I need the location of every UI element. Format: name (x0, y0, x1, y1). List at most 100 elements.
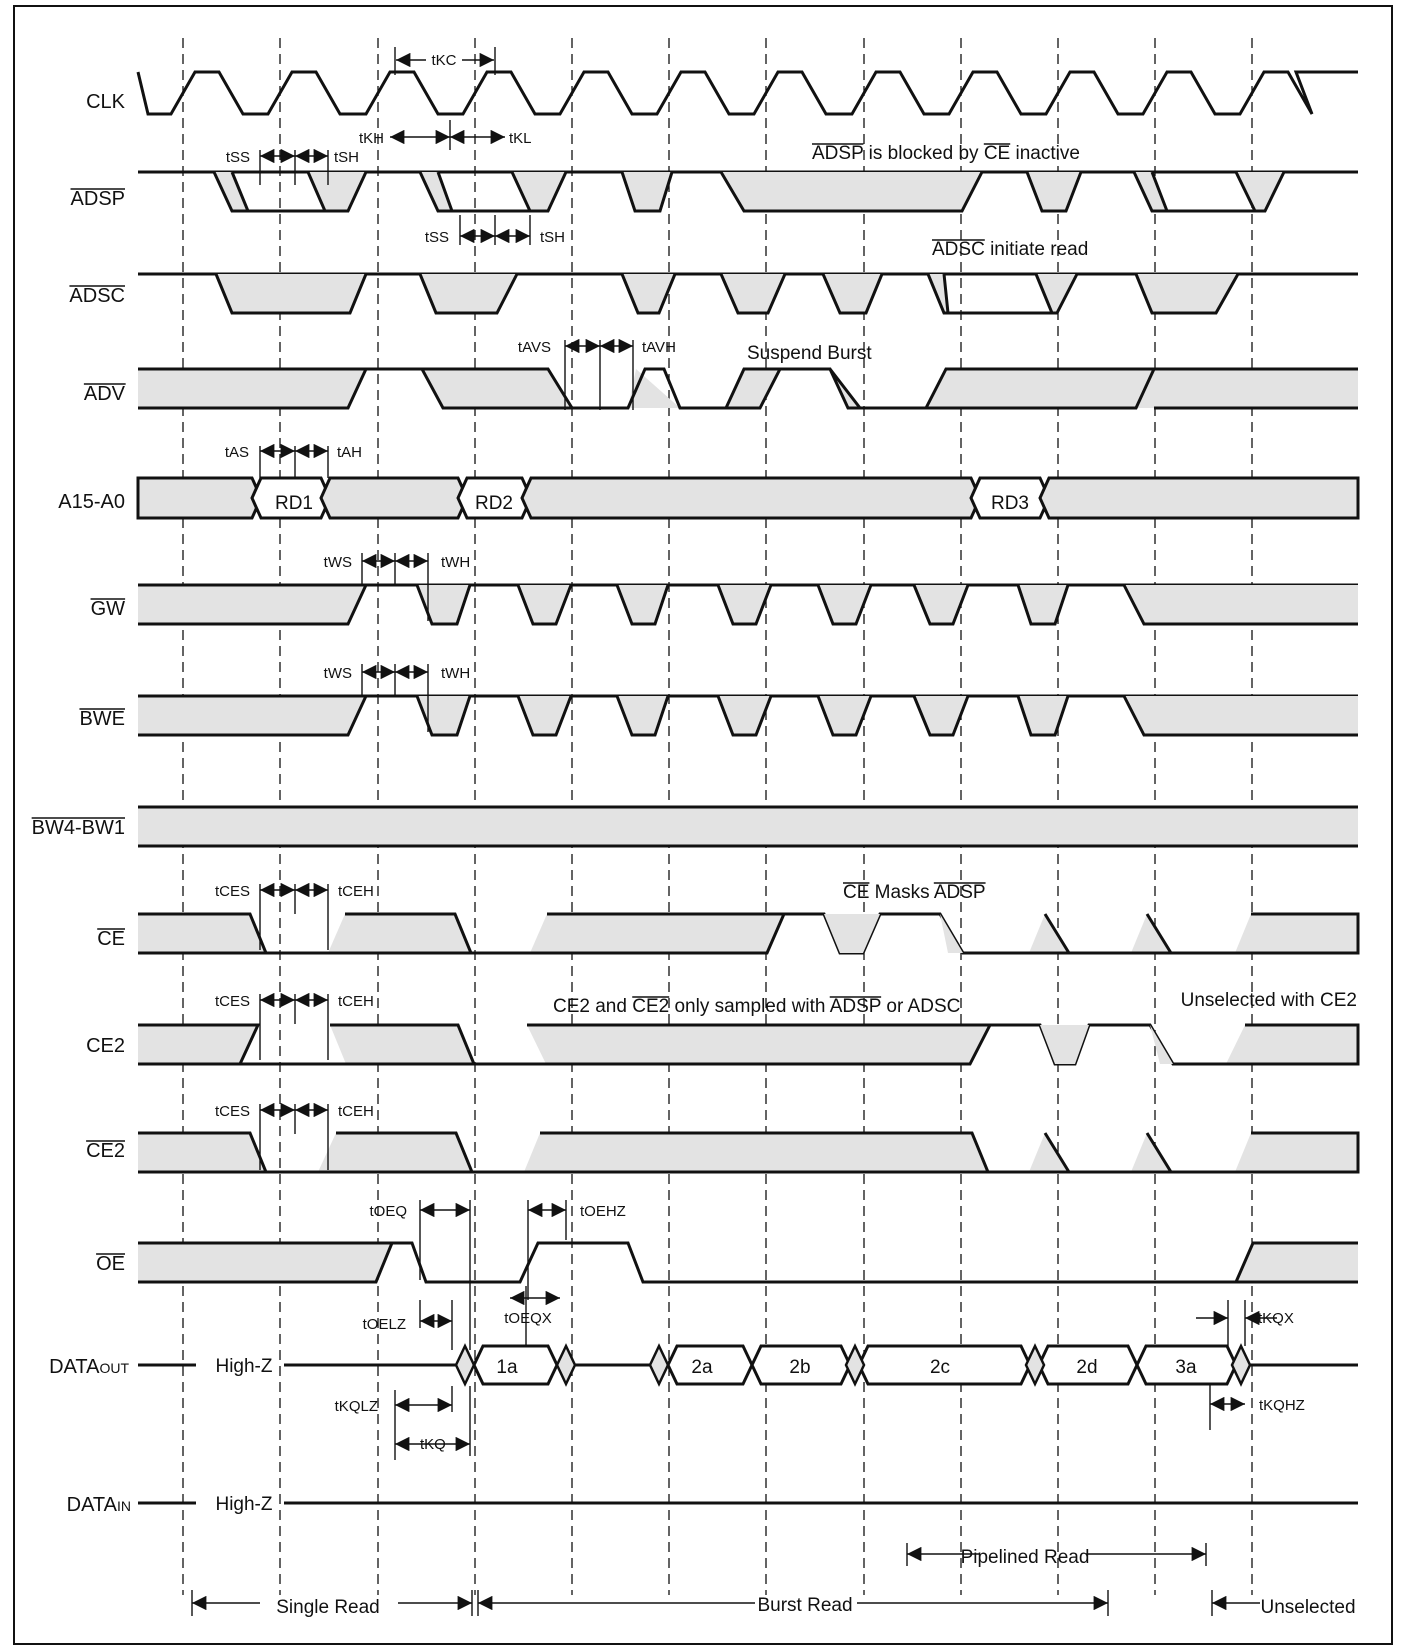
adsp-c-dip-2 (1025, 171, 1083, 213)
gw-dip-4 (816, 584, 873, 626)
adsc-a-dip-4 (821, 273, 884, 315)
adsp-c-dip-fill-2 (1027, 172, 1081, 211)
adsp-a-dip-fill-0 (214, 172, 248, 211)
label-toeq: tOEQ (369, 1203, 407, 1220)
note-ce2-sampled-c: or ADSC (881, 996, 960, 1017)
phase-burst-read: Burst Read (757, 1595, 852, 1616)
oe-fill-0 (138, 1243, 392, 1282)
gw-pre-fill (138, 585, 366, 624)
label-tws-1: tWS (324, 554, 352, 571)
addr-rd3: RD3 (991, 493, 1029, 514)
note-ce2-sampled: CE2 and CE2 only sampled with ADSP or AD… (553, 996, 960, 1017)
dout-3a: 3a (1175, 1357, 1197, 1378)
bwe-pre (138, 694, 369, 737)
dout-transition-3 (844, 1343, 866, 1387)
bwe-post (1122, 695, 1358, 737)
gw-dip-fill-6 (1018, 585, 1068, 624)
label-tss-1: tSS (226, 149, 250, 166)
ce2-fill-2 (527, 1025, 990, 1064)
data-out-sub: OUT (99, 1360, 129, 1376)
note-adsp-blocked-text2: inactive (1010, 143, 1080, 164)
adv-seg-6 (926, 368, 1156, 410)
label-tkq: tKQ (420, 1436, 446, 1453)
ce2n-fill-0 (138, 1133, 266, 1172)
addr-rd1: RD1 (275, 493, 313, 514)
dout-transition-5 (1230, 1343, 1252, 1387)
label-toehz: tOEHZ (580, 1203, 626, 1220)
addr-bus-seg-2 (520, 476, 982, 520)
adv-fill-5 (926, 369, 1358, 408)
label-toeqx: tOEQX (504, 1310, 552, 1327)
dout-2c: 2c (930, 1357, 950, 1378)
label-tss-2: tSS (425, 229, 449, 246)
ce2n-fill-5 (1235, 1133, 1358, 1172)
signal-label-ce2: CE2 (86, 1035, 125, 1057)
ce2n-fill-3 (1029, 1133, 1069, 1172)
data-in-high-z: High-Z (215, 1494, 272, 1515)
gw-pre (138, 583, 369, 626)
ce2-edge-0 (138, 1023, 261, 1066)
gw-dip-1 (516, 584, 573, 626)
gw-dip-6 (1016, 584, 1070, 626)
label-tavh: tAVH (642, 339, 676, 356)
ce2n-edge-0 (138, 1131, 269, 1174)
ce2-dip-fill-2 (1150, 1025, 1173, 1064)
ce2-line-2 (990, 1023, 1226, 1066)
bwe-dip-fill-0 (417, 696, 470, 735)
label-tceh-2: tCEH (338, 993, 374, 1010)
bwe-dip-2 (615, 695, 670, 737)
bw-fill (138, 807, 1358, 846)
gw-dip-fill-0 (417, 585, 470, 624)
bwe-dip-fill-3 (718, 696, 771, 735)
gw-dip-fill-3 (718, 585, 771, 624)
signal-label-bwe: BWE (79, 708, 125, 730)
ce-fill-2 (530, 914, 784, 953)
note-ce-masks-ce: CE (843, 882, 869, 903)
dout-1a: 1a (496, 1357, 518, 1378)
adv-seg-2 (366, 367, 575, 410)
ce-fill-3 (1029, 914, 1069, 953)
adsc-a-dip-3 (719, 273, 787, 315)
label-tceh-1: tCEH (338, 883, 374, 900)
ce-fill-1 (328, 914, 471, 953)
bwe-dip-6 (1016, 695, 1070, 737)
dout-transition-4 (1024, 1343, 1046, 1387)
signal-label-ce2-bar: CE2 (86, 1140, 125, 1162)
ce2n-edge-1 (318, 1131, 475, 1174)
ce2-fill-1 (330, 1025, 474, 1064)
signal-labels: CLK ADSP ADSC ADV A15-A0 GW BWE BW4-BW1 … (32, 91, 131, 1516)
gw-dip-5 (912, 584, 970, 626)
label-tsh-2: tSH (540, 229, 565, 246)
bwe-dip-1 (516, 695, 573, 737)
dout-2a: 2a (691, 1357, 713, 1378)
bwe-dip-fill-6 (1018, 696, 1068, 735)
ce-edge-1 (328, 912, 474, 955)
ce2-edge-3 (1226, 1023, 1360, 1066)
phase-unselected: Unselected (1260, 1597, 1355, 1618)
gw-dip-2 (615, 584, 670, 626)
phase-pipelined-read: Pipelined Read (961, 1547, 1090, 1568)
label-tkl: tKL (509, 130, 532, 147)
signal-label-bw: BW4-BW1 (32, 817, 125, 839)
addr-rd2: RD2 (475, 493, 513, 514)
label-tkh: tKH (359, 130, 384, 147)
adv-fill-1 (422, 369, 572, 408)
ce2-edge-2 (527, 1023, 993, 1066)
note-adsc-initiate: ADSC initiate read (932, 239, 1088, 260)
phase-labels: Single Read Burst Read Pipelined Read Un… (276, 1547, 1355, 1618)
adsp-c-dip-fill-4 (1236, 172, 1284, 211)
ce2n-fill-4 (1131, 1133, 1171, 1172)
bwe-dip-fill-4 (818, 696, 871, 735)
oe-fill-1 (1236, 1243, 1358, 1282)
bwe-dip-3 (716, 695, 773, 737)
dout-transition-0 (454, 1343, 476, 1387)
adsp-c-dip-0 (620, 171, 674, 213)
bwe-dip-fill-1 (518, 696, 571, 735)
bwe-dip-4 (816, 695, 873, 737)
gw-post (1122, 584, 1358, 626)
gw-dip-0 (415, 584, 472, 626)
signal-label-address: A15-A0 (58, 491, 125, 513)
bwe-dip-5 (912, 695, 970, 737)
adsc-a-dip-7 (1134, 273, 1240, 315)
signal-label-adsc: ADSC (69, 285, 125, 307)
